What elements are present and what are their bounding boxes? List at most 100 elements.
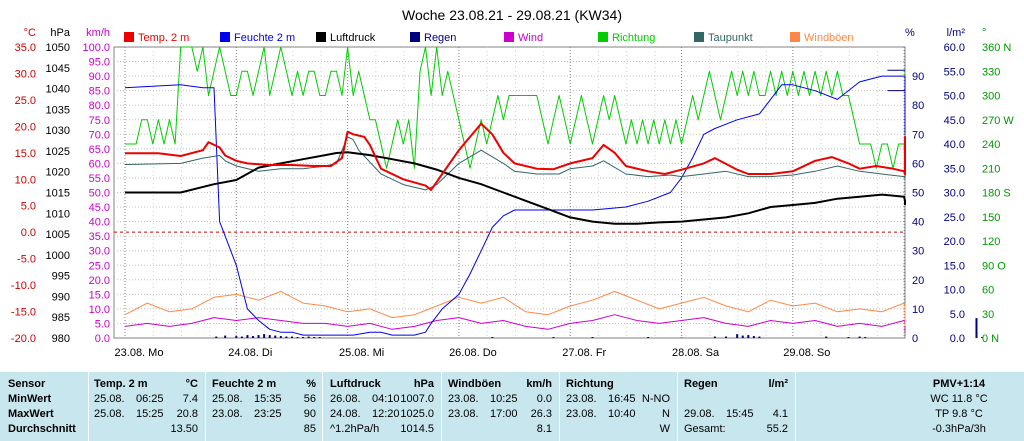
cell-value: 1025.0 bbox=[400, 408, 434, 420]
tick-label: 10.0 bbox=[89, 304, 110, 316]
tick-label: 10.0 bbox=[15, 174, 36, 186]
col-pmv: PMV+1:14 WC 11.8 °C TP 9.8 °C -0.3hPa/3h bbox=[900, 372, 1018, 441]
cell-time: 12:20 bbox=[372, 408, 400, 420]
tick-label: 1045 bbox=[46, 63, 70, 75]
rain-bar bbox=[313, 337, 316, 338]
row-label: Durchschnitt bbox=[8, 423, 76, 435]
cell-date: 25.08. bbox=[94, 393, 125, 405]
rain-bar bbox=[279, 336, 282, 338]
cell-value: 4.1 bbox=[772, 408, 788, 420]
tick-label: 95.0 bbox=[89, 57, 110, 69]
tick-label: 90.0 bbox=[89, 71, 110, 83]
chart-series bbox=[124, 46, 906, 336]
cell-date: 23.08. bbox=[448, 408, 479, 420]
chart-legend: Temp. 2 m Feuchte 2 m Luftdruck Regen Wind Ri… bbox=[124, 32, 854, 44]
divider bbox=[205, 372, 206, 441]
rain-bar bbox=[215, 336, 218, 338]
tick-label: 30 bbox=[982, 309, 994, 321]
legend-label: Taupunkt bbox=[708, 32, 753, 44]
rain-bar bbox=[552, 337, 555, 338]
cell-date: 23.08. bbox=[212, 408, 243, 420]
tick-label: 60.0 bbox=[89, 158, 110, 170]
tick-label: 30.0 bbox=[944, 188, 965, 200]
cell-value: TP 9.8 °C bbox=[935, 408, 983, 420]
col-header: Sensor bbox=[8, 378, 46, 390]
rain-bars bbox=[215, 318, 984, 338]
rain-bar bbox=[825, 336, 828, 338]
cell-value: 1007.0 bbox=[400, 393, 434, 405]
tick-label: 1000 bbox=[46, 250, 70, 262]
rain-bar bbox=[296, 337, 299, 338]
tick-label: 995 bbox=[52, 271, 70, 283]
rain-bar bbox=[252, 336, 255, 338]
legend-label: Temp. 2 m bbox=[138, 32, 189, 44]
tick-label: 5.0 bbox=[950, 309, 965, 321]
row-label: MinWert bbox=[8, 393, 52, 405]
tick-label: 1050 bbox=[46, 42, 70, 54]
tick-label: 1015 bbox=[46, 188, 70, 200]
rain-bar bbox=[263, 334, 266, 338]
tick-label: 55.0 bbox=[89, 173, 110, 185]
tick-label: 50 bbox=[912, 188, 924, 200]
tick-label: 5.0 bbox=[21, 201, 36, 213]
rain-bar bbox=[647, 337, 650, 338]
col-header: Temp. 2 m bbox=[94, 378, 148, 390]
cell-value: N-NO bbox=[641, 393, 670, 405]
tick-label: 50.0 bbox=[89, 188, 110, 200]
legend-swatch bbox=[694, 32, 704, 42]
rain-bar bbox=[246, 335, 249, 338]
rain-bar bbox=[736, 334, 739, 338]
tick-label: 20 bbox=[912, 275, 924, 287]
axis-unit: l/m² bbox=[947, 27, 966, 39]
axis-unit: hPa bbox=[50, 27, 70, 39]
series-line-feuchte-2-m bbox=[124, 75, 906, 336]
rain-bar bbox=[858, 336, 861, 338]
x-tick-label: 27.08. Fr bbox=[562, 347, 606, 359]
row-label: MaxWert bbox=[8, 408, 54, 420]
rain-bar bbox=[285, 336, 288, 338]
divider bbox=[322, 372, 323, 441]
tick-label: 0 bbox=[912, 333, 918, 345]
cell-value: N bbox=[662, 408, 670, 420]
col-unit: l/m² bbox=[768, 378, 788, 390]
x-axis-labels: 23.08. Mo 24.08. Di 25.08. Mi 26.08. Do 27.0… bbox=[115, 347, 831, 359]
tick-label: 0 N bbox=[982, 333, 999, 345]
rain-bar bbox=[235, 336, 238, 338]
col-header: Feuchte 2 m bbox=[212, 378, 277, 390]
tick-label: 15.0 bbox=[15, 148, 36, 160]
tick-label: -5.0 bbox=[17, 254, 36, 266]
legend-label: Windböen bbox=[804, 32, 854, 44]
tick-label: 35.0 bbox=[944, 163, 965, 175]
x-tick-label: 26.08. Do bbox=[449, 347, 497, 359]
cell-date: 23.08. bbox=[566, 408, 597, 420]
tick-label: 360 N bbox=[982, 42, 1011, 54]
legend-swatch bbox=[790, 32, 800, 42]
tick-label: 5.0 bbox=[95, 318, 110, 330]
tick-label: 240 bbox=[982, 139, 1000, 151]
col-header: PMV+1:14 bbox=[932, 378, 986, 390]
series-line-luftdruck bbox=[125, 151, 906, 225]
rain-bar bbox=[257, 335, 260, 338]
legend-swatch bbox=[124, 32, 134, 42]
cell-total-label: Gesamt: bbox=[684, 423, 726, 435]
tick-label: 330 bbox=[982, 66, 1000, 78]
tick-label: 80 bbox=[912, 100, 924, 112]
col-header: Windböen bbox=[448, 378, 502, 390]
cell-value: -0.3hPa/3h bbox=[932, 423, 986, 435]
series-line-wind bbox=[124, 314, 906, 333]
tick-label: 40.0 bbox=[944, 139, 965, 151]
tick-label: 980 bbox=[52, 333, 70, 345]
col-header: Richtung bbox=[566, 378, 614, 390]
rain-bar bbox=[981, 337, 984, 338]
cell-time: 15:25 bbox=[136, 408, 164, 420]
divider bbox=[677, 372, 678, 441]
tick-label: 20.0 bbox=[15, 121, 36, 133]
tick-label: 70.0 bbox=[89, 129, 110, 141]
cell-time: 10:40 bbox=[608, 408, 636, 420]
rain-bar bbox=[741, 335, 744, 338]
chart-title: Woche 23.08.21 - 29.08.21 (KW34) bbox=[402, 7, 622, 23]
tick-label: 990 bbox=[52, 291, 70, 303]
tick-label: 25.0 bbox=[89, 260, 110, 272]
tick-label: 25.0 bbox=[15, 95, 36, 107]
tick-label: 270 W bbox=[982, 115, 1014, 127]
